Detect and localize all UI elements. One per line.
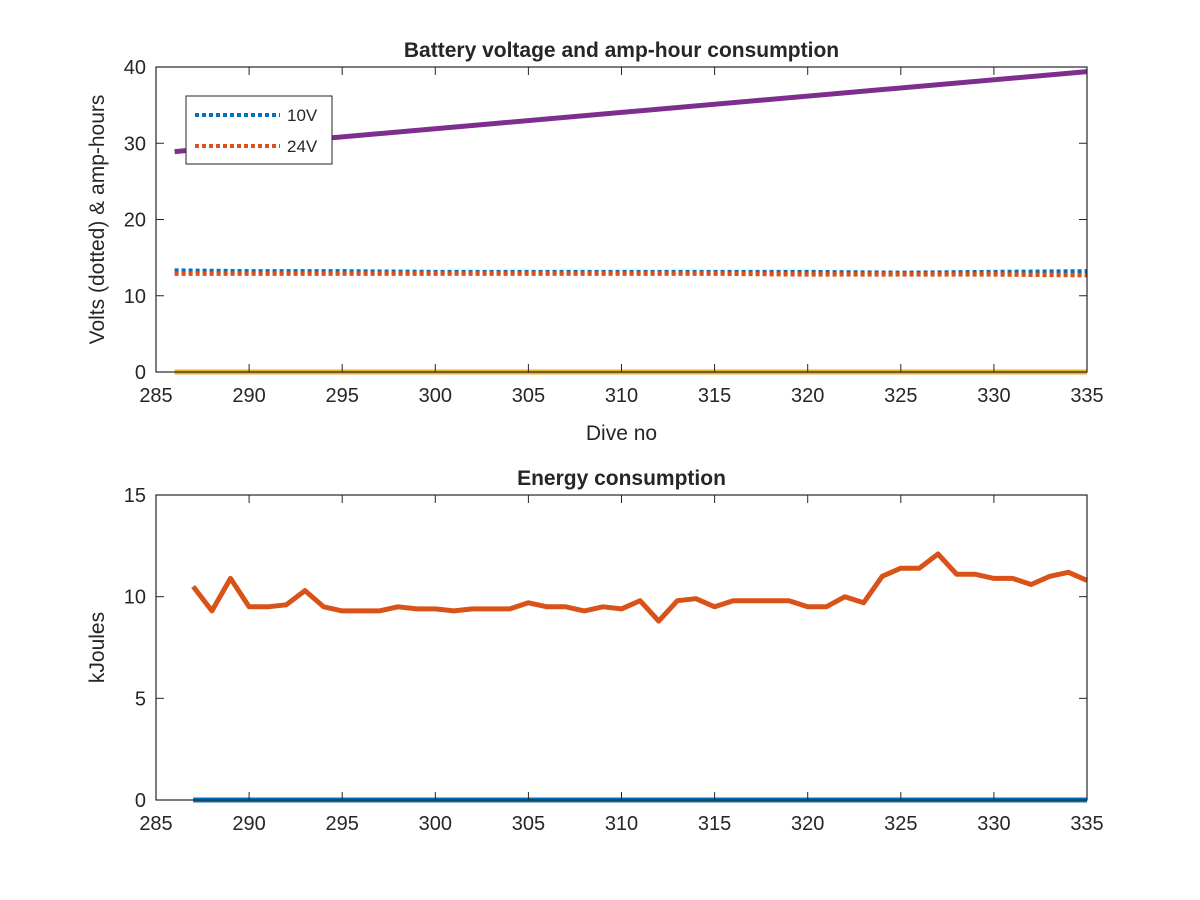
voltage-x-tick-label: 285: [139, 385, 172, 407]
voltage-x-tick-label: 290: [232, 385, 265, 407]
energy-y-tick-label: 0: [135, 790, 146, 812]
voltage-x-tick-label: 330: [977, 385, 1010, 407]
voltage-y-tick-label: 0: [135, 362, 146, 384]
legend: 10V 24V: [185, 95, 333, 165]
energy-y-axis-label: kJoules: [86, 612, 109, 683]
voltage-series-line: [174, 271, 1088, 278]
voltage-chart-title: Battery voltage and amp-hour consumption: [404, 39, 839, 62]
energy-x-tick-label: 305: [512, 813, 545, 835]
voltage-y-tick-label: 40: [124, 57, 146, 79]
voltage-y-tick-label: 30: [124, 133, 146, 155]
energy-chart-title: Energy consumption: [517, 467, 726, 490]
voltage-x-tick-label: 320: [791, 385, 824, 407]
voltage-x-tick-label: 295: [326, 385, 359, 407]
energy-x-tick-label: 320: [791, 813, 824, 835]
energy-x-tick-label: 285: [139, 813, 172, 835]
energy-chart: 285 290 295 300 305 310 315 320 325 330 335051015 …: [86, 467, 1104, 835]
voltage-x-tick-label: 335: [1070, 385, 1103, 407]
legend-label-24v: 24V: [287, 137, 318, 156]
energy-x-tick-label: 315: [698, 813, 731, 835]
voltage-x-tick-label: 305: [512, 385, 545, 407]
voltage-y-axis-label: Volts (dotted) & amp-hours: [86, 95, 109, 345]
energy-series-line: [191, 551, 1088, 624]
energy-y-tick-label: 5: [135, 688, 146, 710]
voltage-x-tick-label: 300: [419, 385, 452, 407]
energy-ticks: 285 290 295 300 305 310 315 320 325 330 335 0 5 10 15: [124, 485, 1104, 835]
energy-x-tick-label: 325: [884, 813, 917, 835]
voltage-y-tick-label: 10: [124, 286, 146, 308]
energy-x-tick-label: 330: [977, 813, 1010, 835]
voltage-chart: 285 290 295 300 305 310 315 320 325 330 335 0 10 20 30…: [86, 39, 1104, 445]
energy-x-tick-label: 290: [232, 813, 265, 835]
energy-y-tick-label: 15: [124, 485, 146, 507]
energy-y-tick-label: 10: [124, 587, 146, 609]
energy-x-tick-label: 335: [1070, 813, 1103, 835]
voltage-y-tick-label: 20: [124, 210, 146, 232]
voltage-x-tick-label: 310: [605, 385, 638, 407]
energy-x-tick-label: 310: [605, 813, 638, 835]
voltage-x-tick-label: 325: [884, 385, 917, 407]
energy-x-tick-label: 295: [326, 813, 359, 835]
legend-box: [185, 95, 333, 165]
voltage-x-tick-label: 315: [698, 385, 731, 407]
energy-x-tick-label: 300: [419, 813, 452, 835]
voltage-ticks: 285 290 295 300 305 310 315 320 325 330 335 0 10 20 30…: [124, 57, 1104, 407]
legend-label-10v: 10V: [287, 106, 318, 125]
voltage-x-axis-label: Dive no: [586, 422, 657, 445]
